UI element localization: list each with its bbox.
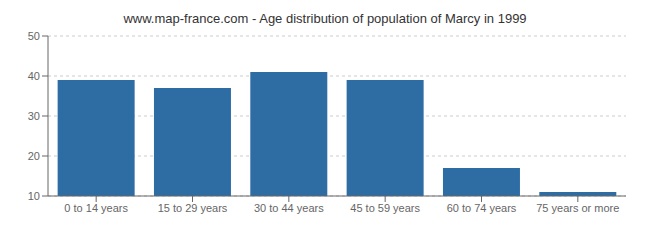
svg-text:20: 20: [28, 150, 40, 162]
html-text:www.map-france.com - Age distr: www.map-france.com - Age distribution of…: [123, 11, 527, 26]
svg-text:60 to 74 years: 60 to 74 years: [447, 202, 517, 214]
svg-text:30 to 44 years: 30 to 44 years: [254, 202, 324, 214]
svg-text:40: 40: [28, 70, 40, 82]
svg-text:30: 30: [28, 110, 40, 122]
svg-text:75 years or more: 75 years or more: [536, 202, 619, 214]
svg-text:50: 50: [28, 30, 40, 42]
svg-text:10: 10: [28, 190, 40, 202]
svg-text:15 to 29 years: 15 to 29 years: [158, 202, 228, 214]
svg-text:45 to 59 years: 45 to 59 years: [350, 202, 420, 214]
svg-text:0 to 14 years: 0 to 14 years: [64, 202, 128, 214]
